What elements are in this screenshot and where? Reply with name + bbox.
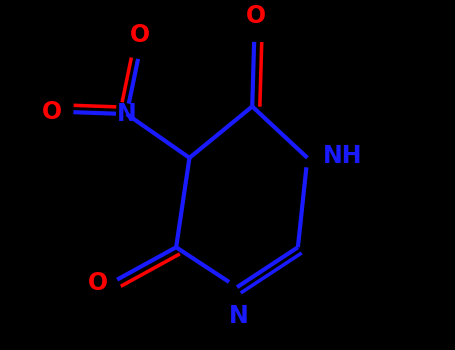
Text: O: O	[246, 5, 266, 28]
Text: NH: NH	[323, 144, 362, 168]
Text: N: N	[229, 304, 249, 328]
Text: O: O	[87, 271, 108, 295]
Text: N: N	[117, 102, 136, 126]
Text: O: O	[130, 23, 150, 48]
Text: O: O	[42, 100, 62, 124]
